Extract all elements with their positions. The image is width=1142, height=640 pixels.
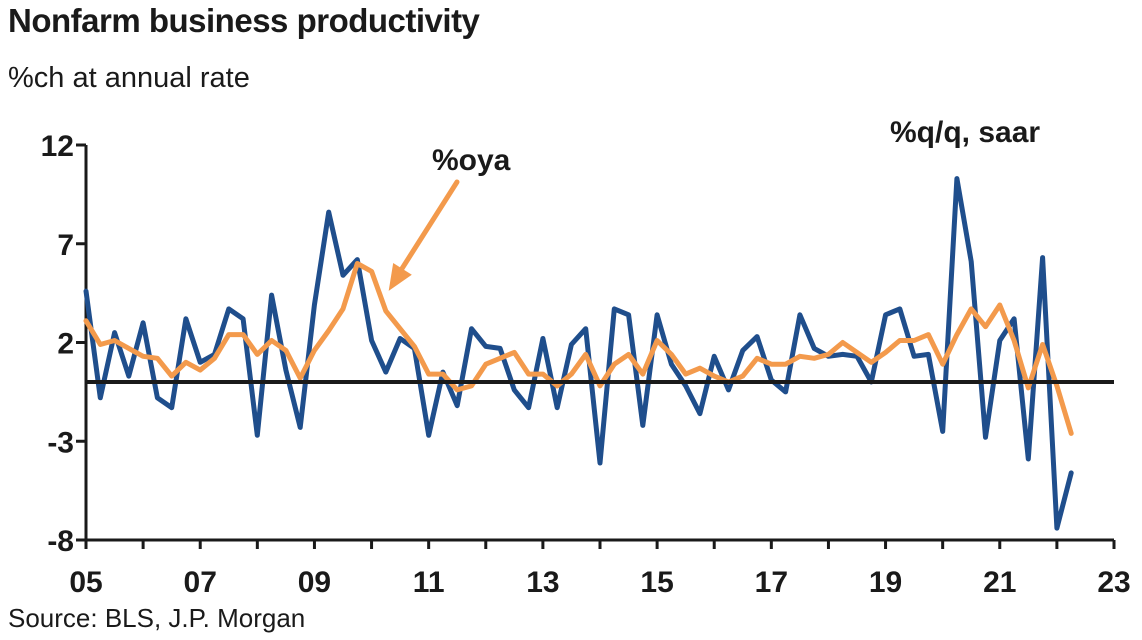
x-tick-label: 15: [640, 566, 673, 599]
x-tick-label: 09: [298, 566, 331, 599]
series-line-oya: [83, 261, 1074, 436]
y-tick-label: 12: [41, 130, 74, 163]
x-tick-label: 13: [526, 566, 559, 599]
y-tick-label: 2: [57, 328, 74, 361]
productivity-line-chart: 12 7 2 -3 -8 05 07 09 11 13 15 17 19 21 23 %oya %q/q, sa…: [41, 116, 1131, 599]
annotation-qq-saar-label: %q/q, saar: [890, 116, 1040, 149]
annotation-arrow-head: [388, 263, 412, 291]
y-tick-label: -3: [47, 426, 74, 459]
x-tick-label: 11: [413, 566, 445, 599]
x-tick-label: 23: [1097, 566, 1130, 599]
chart-title: Nonfarm business productivity: [8, 2, 480, 39]
x-tick-label: 21: [983, 566, 1016, 599]
x-tick-label: 05: [69, 566, 102, 599]
y-tick-label: -8: [47, 525, 74, 558]
x-tick-label: 17: [755, 566, 788, 599]
annotation-oya-label: %oya: [432, 144, 511, 177]
chart-source: Source: BLS, J.P. Morgan: [8, 603, 306, 633]
chart-subtitle: %ch at annual rate: [8, 62, 250, 94]
x-tick-label: 07: [184, 566, 217, 599]
y-tick-label: 7: [57, 229, 74, 262]
series-line-qq-saar: [83, 176, 1074, 531]
x-tick-label: 19: [869, 566, 902, 599]
annotation-arrow-shaft: [394, 179, 460, 280]
